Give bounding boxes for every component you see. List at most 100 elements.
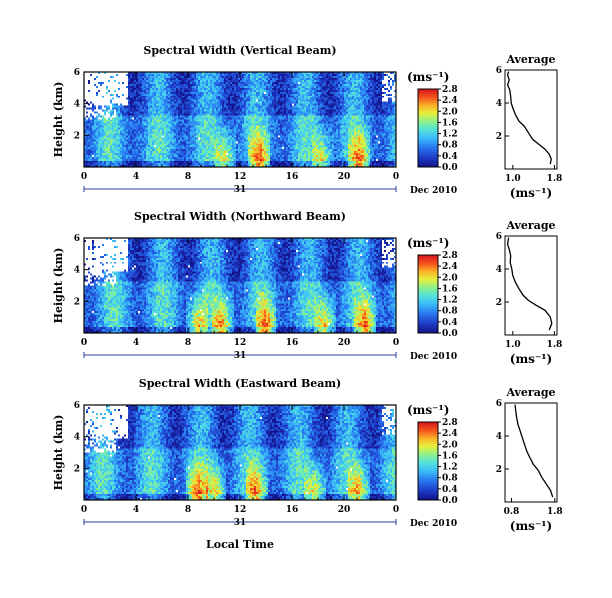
average-profile-line xyxy=(514,404,554,498)
colorbar-tick-label: 2.8 xyxy=(442,251,458,261)
colorbar-swatch xyxy=(418,288,438,291)
colorbar-tick-label: 1.6 xyxy=(442,451,458,461)
x-tick-label: 16 xyxy=(286,172,299,182)
colorbar-swatch xyxy=(418,317,438,320)
x-tick-label: 0 xyxy=(393,338,399,348)
colorbar-swatch xyxy=(418,445,438,448)
colorbar-tick-label: 0.4 xyxy=(442,318,458,328)
colorbar-swatch xyxy=(418,92,438,96)
panel-title: Spectral Width (Eastward Beam) xyxy=(139,377,341,390)
colorbar-swatch xyxy=(418,262,438,266)
colorbar-frame xyxy=(417,421,439,501)
colorbar-unit: (ms⁻¹) xyxy=(407,70,449,84)
colorbar-tick-label: 0.0 xyxy=(442,163,458,173)
average-profile-line xyxy=(506,71,552,165)
colorbar-swatch xyxy=(418,429,438,433)
y-tick-label: 4 xyxy=(74,266,80,276)
month-label: Dec 2010 xyxy=(410,352,457,362)
panel-title: Spectral Width (Northward Beam) xyxy=(134,210,346,223)
colorbar-swatch xyxy=(418,331,438,334)
colorbar-swatch xyxy=(418,260,438,264)
average-y-tick-label: 6 xyxy=(496,399,502,409)
average-frame xyxy=(504,69,558,170)
colorbar-swatch xyxy=(418,112,438,115)
colorbar-swatch xyxy=(418,290,438,293)
colorbar-tick-label: 2.8 xyxy=(442,85,458,95)
x-tick-label: 0 xyxy=(81,338,87,348)
colorbar-unit: (ms⁻¹) xyxy=(407,236,449,250)
colorbar-swatch xyxy=(418,327,438,330)
colorbar-swatch xyxy=(418,276,438,279)
average-y-tick-label: 4 xyxy=(496,432,502,442)
colorbar-swatch xyxy=(418,482,438,485)
x-tick-label: 0 xyxy=(81,172,87,182)
colorbar-swatch xyxy=(418,102,438,106)
colorbar-swatch xyxy=(418,147,438,150)
colorbar-swatch xyxy=(418,492,438,495)
colorbar-swatch xyxy=(418,325,438,328)
colorbar-swatch xyxy=(418,129,438,133)
colorbar-swatch xyxy=(418,159,438,162)
colorbar-swatch xyxy=(418,472,438,476)
colorbar-tick-label: 2.0 xyxy=(442,273,458,283)
colorbar-swatch xyxy=(418,462,438,466)
x-axis-label: Local Time xyxy=(206,538,274,551)
colorbar-swatch xyxy=(418,431,438,435)
colorbar-swatch xyxy=(418,90,438,94)
colorbar-swatch xyxy=(418,258,438,262)
colorbar-swatch xyxy=(418,319,438,322)
colorbar-swatch xyxy=(418,453,438,456)
colorbar-swatch xyxy=(418,118,438,121)
colorbar-swatch xyxy=(418,124,438,127)
x-tick-label: 0 xyxy=(393,172,399,182)
average-frame xyxy=(504,235,558,336)
y-axis-label: Height (km) xyxy=(52,248,65,324)
colorbar-tick-label: 2.0 xyxy=(442,440,458,450)
colorbar-swatch xyxy=(418,264,438,268)
panel-2: Spectral Width (Northward Beam) 2 4 6 Height… xyxy=(52,210,562,366)
x-tick-label: 8 xyxy=(185,172,191,182)
average-x-tick-label: 1.8 xyxy=(547,340,563,350)
colorbar-swatch xyxy=(418,488,438,491)
colorbar-swatch xyxy=(418,96,438,100)
colorbar-swatch xyxy=(418,126,438,129)
colorbar-swatch xyxy=(418,161,438,164)
x-tick-label: 4 xyxy=(133,505,139,515)
day-label: 31 xyxy=(234,351,247,361)
colorbar-frame xyxy=(417,254,439,334)
colorbar-tick-label: 1.2 xyxy=(442,130,458,140)
colorbar-tick-label: 0.4 xyxy=(442,485,458,495)
colorbar-swatch xyxy=(418,256,438,260)
colorbar-swatch xyxy=(418,447,438,450)
colorbar-tick-label: 2.4 xyxy=(442,96,458,106)
average-y-tick-label: 4 xyxy=(496,99,502,109)
average-x-tick-label: 1.0 xyxy=(505,174,521,184)
colorbar-swatch xyxy=(418,100,438,104)
average-x-label: (ms⁻¹) xyxy=(510,186,552,200)
colorbar-swatch xyxy=(418,299,438,303)
colorbar-swatch xyxy=(418,89,438,92)
colorbar-swatch xyxy=(418,278,438,281)
colorbar-tick-label: 2.4 xyxy=(442,262,458,272)
colorbar-swatch xyxy=(418,466,438,470)
average-panel: Average 2 4 6 1.0 1.8 (ms⁻¹) xyxy=(496,219,563,366)
colorbar-swatch xyxy=(418,313,438,316)
x-tick-label: 16 xyxy=(286,338,299,348)
colorbar-swatch xyxy=(418,114,438,117)
average-y-tick-label: 4 xyxy=(496,265,502,275)
colorbar-tick-label: 0.0 xyxy=(442,329,458,339)
colorbar-swatch xyxy=(418,165,438,168)
x-tick-label: 20 xyxy=(338,172,351,182)
colorbar-swatch xyxy=(418,274,438,277)
colorbar-tick-label: 1.6 xyxy=(442,284,458,294)
colorbar-swatch xyxy=(418,151,438,154)
average-x-tick-label: 0.8 xyxy=(504,507,520,517)
panel-3: Spectral Width (Eastward Beam) 2 4 6 Height … xyxy=(52,377,563,551)
colorbar-swatch xyxy=(418,163,438,166)
x-tick-label: 12 xyxy=(234,505,247,515)
colorbar-swatch xyxy=(418,486,438,489)
colorbar-swatch xyxy=(418,474,438,478)
average-y-tick-label: 6 xyxy=(496,66,502,76)
colorbar-swatch xyxy=(418,137,438,141)
colorbar-swatch xyxy=(418,153,438,156)
